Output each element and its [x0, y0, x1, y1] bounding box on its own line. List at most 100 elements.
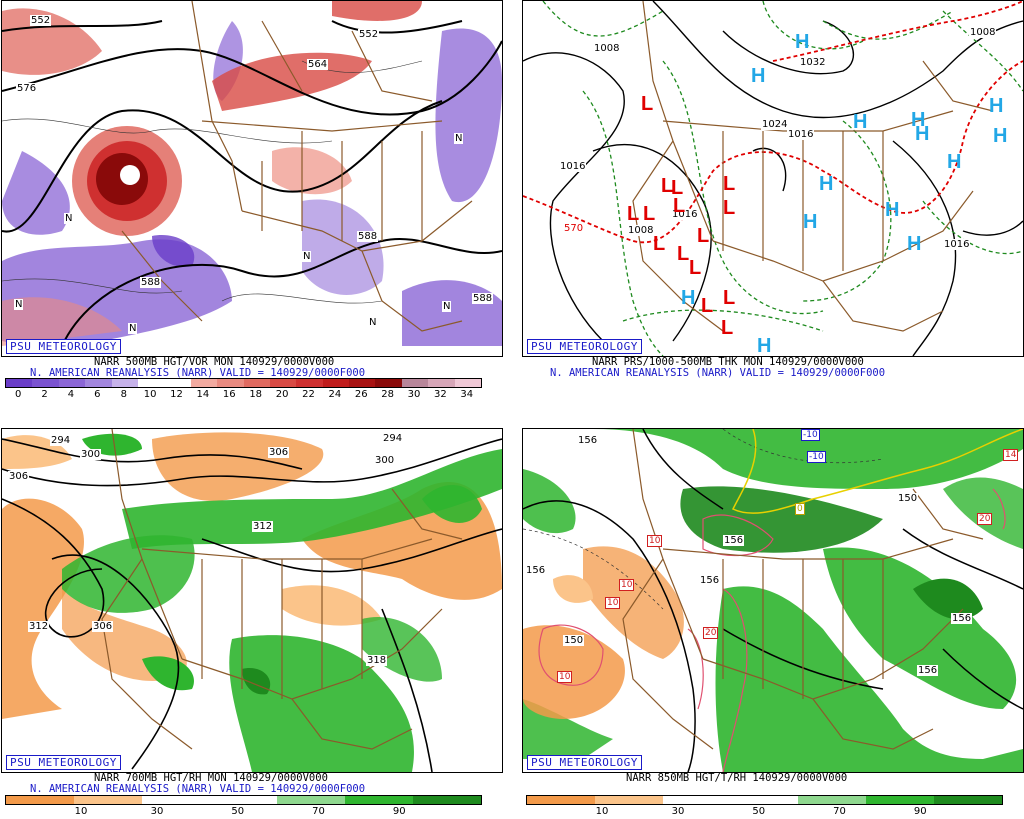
- pressure-map: [523, 1, 1023, 356]
- isobar-label: 1016: [787, 129, 815, 140]
- positive-vorticity-area: [2, 297, 122, 346]
- high-pressure-marker: H: [757, 335, 772, 357]
- n-label: N: [454, 133, 464, 144]
- colorbar-swatch: [454, 379, 482, 387]
- colorbar-swatch: [190, 379, 218, 387]
- low-pressure-marker: L: [697, 225, 710, 247]
- colorbar-tick-label: 28: [381, 389, 394, 400]
- low-pressure-marker: L: [723, 287, 736, 309]
- colorbar-tick-label: 10: [143, 389, 157, 400]
- height-label: 318: [366, 655, 388, 666]
- height-label: 294: [382, 433, 404, 444]
- temperature-label: -10: [801, 429, 820, 441]
- high-pressure-marker: H: [911, 109, 926, 131]
- colorbar-tick-label: 30: [407, 389, 421, 400]
- colorbar-swatch: [428, 379, 455, 387]
- colorbar-tick-label: 14: [196, 389, 210, 400]
- moist-area: [715, 586, 1023, 772]
- psu-meteorology-badge: PSU METEOROLOGY: [527, 755, 642, 770]
- panel-1-caption-line1: NARR 500MB HGT/VOR MON 140929/0000V000: [94, 356, 335, 368]
- colorbar-swatch: [594, 796, 663, 804]
- temperature-label: 0: [795, 503, 805, 515]
- height-label: 150: [563, 635, 585, 646]
- panel-2-caption-line2: N. AMERICAN REANALYSIS (NARR) VALID = 14…: [550, 367, 886, 379]
- height-label: 156: [917, 665, 939, 676]
- colorbar-swatch: [345, 796, 414, 804]
- negative-vorticity-area: [402, 280, 502, 346]
- rh-700mb-colorbar-ticks: 10 30 50 70 90: [5, 806, 480, 818]
- isobar-label: 1008: [593, 43, 621, 54]
- colorbar-tick-label: 6: [94, 389, 101, 400]
- high-pressure-marker: H: [947, 151, 962, 173]
- dry-area: [152, 432, 324, 501]
- panel-700mb-humidity: 294 300 306 306 300 294 312 312 306 318 …: [1, 428, 503, 773]
- low-pressure-marker: L: [627, 203, 640, 225]
- n-label: N: [128, 323, 138, 334]
- colorbar-swatch: [296, 379, 323, 387]
- height-label: 588: [140, 277, 162, 288]
- vorticity-maximum: [120, 165, 140, 185]
- moist-area: [122, 449, 502, 549]
- high-pressure-marker: H: [681, 287, 696, 309]
- colorbar-swatch: [164, 379, 191, 387]
- panel-2-caption-line1: NARR PRS/1000-500MB THK MON 140929/0000V…: [592, 356, 864, 368]
- low-pressure-marker: L: [721, 317, 734, 339]
- colorbar-swatch: [277, 796, 346, 804]
- height-label: 588: [472, 293, 494, 304]
- colorbar-swatch: [401, 379, 429, 387]
- isobar-label: 1016: [943, 239, 971, 250]
- colorbar-swatch: [322, 379, 350, 387]
- high-pressure-marker: H: [885, 199, 900, 221]
- height-label: 156: [577, 435, 599, 446]
- humidity-850mb-map: [523, 429, 1023, 772]
- height-label: 306: [92, 621, 114, 632]
- high-pressure-marker: H: [989, 95, 1004, 117]
- isobar-label: 1016: [671, 209, 699, 220]
- negative-vorticity-area: [302, 199, 384, 295]
- panel-3-caption-line2: N. AMERICAN REANALYSIS (NARR) VALID = 14…: [30, 783, 366, 795]
- low-pressure-marker: L: [701, 295, 714, 317]
- colorbar-tick-label: 70: [833, 806, 846, 817]
- colorbar-swatch: [6, 796, 74, 804]
- temperature-label: 20: [977, 513, 993, 525]
- panel-1-caption-line2: N. AMERICAN REANALYSIS (NARR) VALID = 14…: [30, 367, 366, 379]
- height-label: 312: [252, 521, 274, 532]
- colorbar-swatch: [209, 796, 278, 804]
- negative-vorticity-area: [152, 235, 195, 267]
- n-label: N: [368, 317, 378, 328]
- colorbar-tick-label: 50: [231, 806, 245, 817]
- colorbar-tick-label: 32: [434, 389, 447, 400]
- vorticity-colorbar: [5, 378, 482, 388]
- colorbar-tick-label: 16: [222, 389, 236, 400]
- moist-area: [680, 486, 883, 553]
- high-pressure-marker: H: [853, 111, 868, 133]
- colorbar-swatch: [866, 796, 935, 804]
- negative-vorticity-area: [435, 28, 502, 203]
- low-pressure-marker: L: [661, 175, 674, 197]
- rh-850mb-colorbar-ticks: 10 30 50 70 90: [526, 806, 1001, 818]
- panel-3-caption-line1: NARR 700MB HGT/RH MON 140929/0000V000: [94, 772, 328, 784]
- colorbar-tick-label: 12: [170, 389, 183, 400]
- low-pressure-marker: L: [723, 197, 736, 219]
- psu-meteorology-badge: PSU METEOROLOGY: [527, 339, 642, 354]
- panel-4-caption-line1: NARR 850MB HGT/T/RH 140929/0000V000: [626, 772, 848, 784]
- colorbar-tick-label: 4: [67, 389, 75, 400]
- high-pressure-marker: H: [819, 173, 834, 195]
- colorbar-swatch: [141, 796, 210, 804]
- colorbar-tick-label: 26: [354, 389, 368, 400]
- colorbar-swatch: [137, 379, 165, 387]
- isobar-label: 1016: [559, 161, 587, 172]
- low-pressure-marker: L: [671, 177, 684, 199]
- colorbar-swatch: [217, 379, 244, 387]
- n-label: N: [442, 301, 452, 312]
- vorticity-colorbar-ticks: 0 2 4 6 8 10 12 14 16 18 20 22 24 26 28 30 32 34: [5, 389, 480, 401]
- colorbar-swatch: [269, 379, 297, 387]
- colorbar-tick-label: 2: [41, 389, 48, 400]
- dry-area: [553, 575, 593, 603]
- height-label: 150: [897, 493, 919, 504]
- high-pressure-marker: H: [915, 123, 930, 145]
- thickness-label: 570: [563, 223, 585, 234]
- low-pressure-marker: L: [641, 93, 654, 115]
- colorbar-swatch: [413, 796, 482, 804]
- positive-vorticity-area: [212, 52, 372, 111]
